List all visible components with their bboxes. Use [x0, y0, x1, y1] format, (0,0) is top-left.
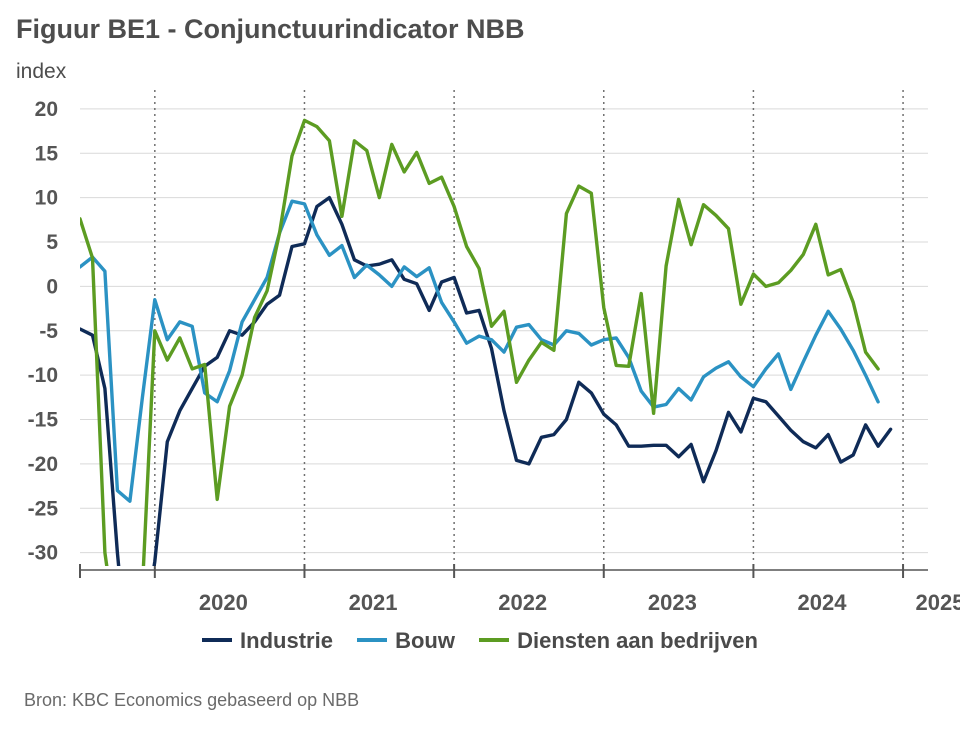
y-tick-label: 15: [35, 142, 59, 165]
y-tick-label: -5: [39, 320, 58, 343]
legend-swatch-industrie: [202, 638, 233, 643]
legend-swatch-bouw: [357, 638, 388, 643]
y-axis-ticks: 20 15 10 5 0 -5 -10 -15 -20 -25 -30: [28, 98, 59, 565]
y-tick-label: 10: [35, 187, 58, 210]
y-tick-label: -10: [28, 364, 58, 387]
series-lines: [80, 118, 893, 566]
x-tick-label: 2023: [648, 590, 697, 615]
x-axis-ticks: 2020 2021 2022 2023 2024 2025: [199, 590, 960, 615]
y-tick-label: -30: [28, 542, 58, 565]
y-tick-label: -15: [28, 409, 59, 432]
x-tick-label: 2022: [498, 590, 547, 615]
legend: Industrie Bouw Diensten aan bedrijven: [0, 628, 960, 654]
series-line-diensten-aan-bedrijven: [80, 118, 880, 566]
legend-swatch-diensten: [479, 638, 510, 643]
y-tick-label: -25: [28, 497, 59, 520]
series-line-bouw: [80, 199, 880, 503]
x-axis: [79, 564, 928, 578]
legend-label-diensten: Diensten aan bedrijven: [517, 628, 758, 653]
x-tick-label: 2024: [798, 590, 848, 615]
legend-label-industrie: Industrie: [240, 628, 333, 653]
year-separators: [154, 90, 904, 566]
y-axis-unit-label: index: [16, 60, 67, 83]
legend-item-bouw: Bouw: [357, 628, 455, 654]
gridlines: [80, 108, 928, 554]
y-tick-label: 0: [46, 275, 58, 298]
y-tick-label: -20: [28, 453, 58, 476]
x-tick-label: 2021: [349, 590, 398, 615]
x-tick-label: 2020: [199, 590, 248, 615]
y-tick-label: 20: [35, 98, 58, 121]
series-line-industrie: [80, 195, 893, 566]
x-tick-label: 2025: [916, 590, 960, 615]
source-note: Bron: KBC Economics gebaseerd op NBB: [24, 690, 360, 710]
legend-item-industrie: Industrie: [202, 628, 333, 654]
legend-item-diensten: Diensten aan bedrijven: [479, 628, 758, 654]
legend-label-bouw: Bouw: [395, 628, 455, 653]
y-tick-label: 5: [46, 231, 58, 254]
chart-title: Figuur BE1 - Conjunctuurindicator NBB: [16, 14, 525, 44]
